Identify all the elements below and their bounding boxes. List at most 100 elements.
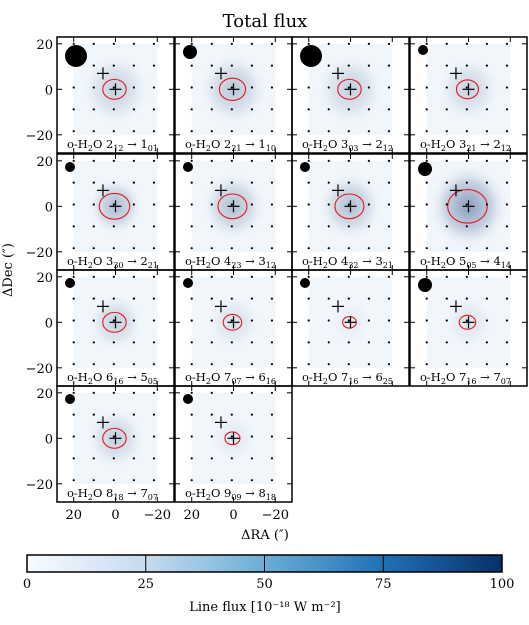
spaxel-dot [72,203,75,206]
spaxel-dot [230,319,233,322]
spaxel-dot [445,42,448,45]
spaxel-dot [132,64,135,67]
spaxel-dot [270,319,274,322]
spaxel-dot [250,247,253,250]
spaxel-dot [387,64,391,67]
spaxel-dot [327,181,330,184]
y-tick-label: −20 [26,129,53,144]
spaxel-dot [190,341,193,344]
beam-indicator [65,162,75,172]
spaxel-dot [152,391,156,394]
spaxel-dot [307,297,310,300]
spaxel-dot [190,363,193,366]
spaxel-dot [485,225,488,228]
transition-label: o-H2O 505 → 414 [420,254,511,270]
spaxel-dot [72,319,75,322]
spaxel-dot [505,64,509,67]
spaxel-dot [230,391,233,394]
spaxel-dot [250,391,253,394]
spaxel-dot [92,130,95,133]
spaxel-dot [72,363,75,366]
spaxel-dot [190,86,193,89]
spaxel-dot [210,341,213,344]
spaxel-dot [270,159,274,162]
spaxel-dot [347,297,350,300]
spaxel-dot [132,225,135,228]
spaxel-dot [250,225,253,228]
spaxel-dot [327,275,330,278]
spaxel-dot [485,181,488,184]
spaxel-dot [465,42,468,45]
spaxel-dot [72,297,75,300]
spaxel-dot [250,479,253,482]
spaxel-dot [72,159,75,162]
spaxel-dot [445,64,448,67]
spaxel-dot [387,297,391,300]
spaxel-dot [132,363,135,366]
spaxel-dot [270,435,274,438]
spaxel-dot [92,319,95,322]
spaxel-dot [190,479,193,482]
beam-indicator [418,162,432,176]
spaxel-dot [485,86,488,89]
source-cross-primary [227,316,240,329]
spaxel-dot [270,275,274,278]
spaxel-dot [485,275,488,278]
spaxel-dot [445,247,448,250]
x-tick-label: −20 [144,508,171,523]
spaxel-dot [92,391,95,394]
spaxel-dot [250,457,253,460]
spaxel-dot [132,42,135,45]
spaxel-dot [190,391,193,394]
spaxel-dot [387,225,391,228]
spaxel-dot [190,297,193,300]
x-tick-label: 20 [65,508,82,523]
source-cross-secondary [96,300,109,313]
spaxel-dot [112,319,115,322]
spaxel-dot [72,341,75,344]
y-tick-label: 0 [45,316,53,331]
spaxel-dot [445,203,448,206]
spaxel-dot [367,275,370,278]
spaxel-dot [505,275,509,278]
spaxel-dot [347,86,350,89]
spaxel-dot [112,341,115,344]
flux-contour [102,311,127,333]
flux-contour [102,427,127,449]
flux-contour [218,77,247,101]
spaxel-dot [190,413,193,416]
spaxel-dot [327,319,330,322]
spaxel-dot [72,413,75,416]
spaxel-dot [367,225,370,228]
spaxel-dot [485,108,488,111]
spaxel-dot [505,86,509,89]
spaxel-dot [210,435,213,438]
spaxel-dot [112,297,115,300]
spaxel-dot [230,275,233,278]
spaxel-dot [230,203,233,206]
spaxel-dot [425,159,428,162]
spaxel-dot [210,159,213,162]
spaxel-dot [367,86,370,89]
spaxel-dot [445,159,448,162]
spaxel-dot [505,130,509,133]
panel-12: o-H2O 716 → 707 [409,269,528,387]
spaxel-dot [72,435,75,438]
spaxel-dot [270,64,274,67]
beam-indicator [183,278,193,288]
spaxel-dot [190,203,193,206]
spaxel-dot [92,203,95,206]
source-cross-primary [227,432,240,445]
source-cross-secondary [449,67,462,80]
spaxel-dot [132,275,135,278]
spaxel-dot [190,319,193,322]
spaxel-dot [230,181,233,184]
spaxel-dot [152,64,156,67]
spaxel-dot [425,86,428,89]
spaxel-dot [327,341,330,344]
beam-indicator [65,394,75,404]
spaxel-dot [250,203,253,206]
spaxel-dot [270,363,274,366]
flux-contour [447,188,488,224]
spaxel-dot [152,181,156,184]
